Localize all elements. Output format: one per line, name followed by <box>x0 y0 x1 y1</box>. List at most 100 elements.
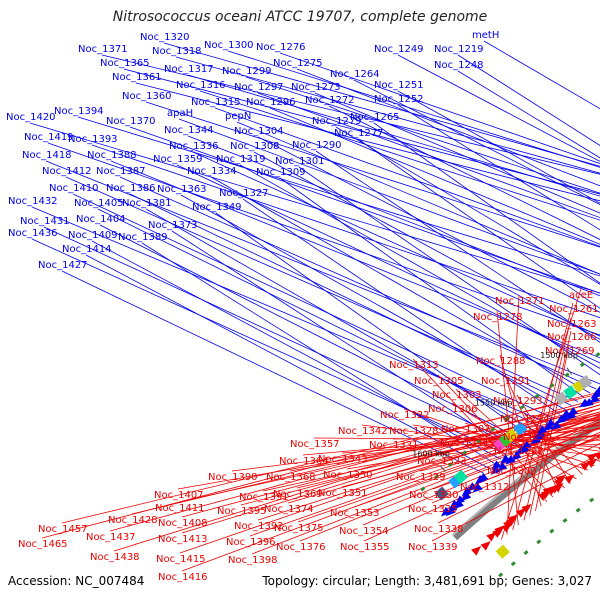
forward-gene-label: Noc_1327 <box>219 188 269 199</box>
reverse-gene-label: Noc_1415 <box>156 554 206 565</box>
reverse-gene-label: Noc_1369 <box>273 489 323 500</box>
forward-leader-line <box>145 101 600 248</box>
forward-gene-arrow <box>550 420 562 430</box>
forward-gene-label: Noc_1334 <box>187 166 237 177</box>
forward-leader-line <box>210 176 591 394</box>
forward-gene-label: Noc_1318 <box>152 46 202 57</box>
reverse-gene-label: Noc_1368 <box>266 472 316 483</box>
reverse-gene-label: Noc_1416 <box>158 572 208 583</box>
forward-leader-line <box>91 240 501 460</box>
forward-gene-arrow <box>565 410 577 420</box>
ruler-ticks: 1300 kbp1350 kbp1400 kbp1450 kbp1500 kbp… <box>412 351 578 472</box>
feature-block <box>434 486 449 501</box>
forward-gene-label: Noc_1219 <box>434 44 484 55</box>
forward-gene-label: Noc_1319 <box>216 154 266 165</box>
reverse-gene-label: Noc_1266 <box>547 332 597 343</box>
reverse-gene-label: aceE <box>569 290 593 301</box>
reverse-gene-label: Noc_1395 <box>217 506 267 517</box>
feature-block <box>578 375 593 389</box>
reverse-gene-arrow <box>594 451 600 461</box>
gc-mark <box>434 474 439 480</box>
forward-leader-line <box>457 70 600 159</box>
reverse-leader-line <box>510 438 600 466</box>
forward-leader-line <box>279 52 600 165</box>
reverse-gene-label: Noc_1271 <box>495 296 545 307</box>
reverse-leader-line <box>512 302 574 530</box>
forward-gene-label: pepN <box>225 111 251 122</box>
forward-gene-arrow <box>491 460 502 470</box>
reverse-gene-arrow <box>580 461 591 471</box>
forward-leader-line <box>315 150 600 343</box>
genome-backbone-highlight <box>451 416 600 536</box>
feature-block <box>504 428 519 443</box>
forward-leader-line <box>335 126 600 285</box>
forward-leader-line <box>373 122 600 284</box>
gc-mark <box>564 372 570 378</box>
forward-gene-label: Noc_1419 <box>24 132 74 143</box>
reverse-gene-arrow <box>553 483 564 493</box>
forward-leader-line <box>97 208 542 428</box>
reverse-gene-label: Noc_1305 <box>414 376 464 387</box>
gc-mark <box>549 528 555 534</box>
reverse-gene-label: Noc_1295 <box>503 432 553 443</box>
forward-gene-label: Noc_1418 <box>22 150 72 161</box>
forward-gene-label: Noc_1359 <box>153 154 203 165</box>
forward-leader-line <box>483 40 600 110</box>
forward-leader-line <box>123 68 600 195</box>
reverse-gene-label: Noc_1335 <box>408 504 458 515</box>
reverse-gene-arrow <box>480 540 491 551</box>
gc-mark <box>420 486 426 492</box>
reverse-gene-label: Noc_1288 <box>476 356 526 367</box>
reverse-leader-line <box>113 399 600 552</box>
forward-leader-line <box>314 92 600 214</box>
forward-gene-label: Noc_1404 <box>76 214 126 225</box>
ruler-tick <box>439 465 446 472</box>
feature-block <box>513 421 528 436</box>
forward-gene-label: Noc_1304 <box>234 126 284 137</box>
forward-leader-line <box>215 212 531 437</box>
gc-mark <box>510 561 516 567</box>
gc-mark <box>498 572 504 578</box>
forward-gene-label: Noc_1316 <box>176 80 226 91</box>
ruler-tick-label: 1550 kbp <box>475 398 513 407</box>
forward-leader-line <box>61 270 484 474</box>
reverse-gene-arrow <box>555 474 566 484</box>
gc-mark <box>595 352 600 357</box>
forward-leader-line <box>31 238 507 455</box>
reverse-gene-label: Noc_1364 <box>279 456 329 467</box>
forward-gene-arrow <box>535 429 546 440</box>
forward-leader-line <box>357 138 600 309</box>
reverse-gene-label: Noc_1357 <box>290 439 340 450</box>
forward-leader-line <box>279 177 585 398</box>
forward-leader-line <box>77 116 600 277</box>
reverse-gene-label: Noc_1293 <box>493 396 543 407</box>
reverse-gene-label: Noc_1330 <box>409 490 459 501</box>
forward-gene-arrow <box>467 482 478 492</box>
reverse-gene-label: Noc_1312 <box>460 482 510 493</box>
forward-gene-arrow <box>490 465 501 475</box>
reverse-gene-label: Noc_1355 <box>340 542 390 553</box>
reverse-gene-arrow <box>564 474 575 484</box>
forward-gene-label: Noc_1373 <box>148 220 198 231</box>
reverse-gene-label: Noc_1407 <box>154 490 204 501</box>
forward-gene-label: Noc_1414 <box>62 244 112 255</box>
gc-mark <box>447 462 453 468</box>
forward-gene-label: Noc_1388 <box>87 150 137 161</box>
forward-gene-label: Noc_1389 <box>118 232 168 243</box>
gc-mark <box>519 404 525 410</box>
reverse-gene-arrow <box>471 545 482 556</box>
reverse-leader-line <box>363 434 600 542</box>
reverse-gene-label: Noc_1342 <box>338 426 388 437</box>
forward-gene-label: Noc_1361 <box>112 72 162 83</box>
reverse-leader-line <box>440 434 600 456</box>
forward-gene-label: Noc_1309 <box>256 167 306 178</box>
reverse-gene-label: Noc_1408 <box>158 518 208 529</box>
forward-gene-arrow <box>544 418 556 428</box>
forward-gene-label: Noc_1252 <box>374 94 424 105</box>
reverse-gene-label: Noc_1298 <box>494 446 544 457</box>
forward-leader-line <box>129 193 573 407</box>
reverse-gene-label: Noc_1329 <box>396 472 446 483</box>
forward-gene-arrow <box>567 406 578 416</box>
forward-gene-label: Noc_1381 <box>122 198 172 209</box>
